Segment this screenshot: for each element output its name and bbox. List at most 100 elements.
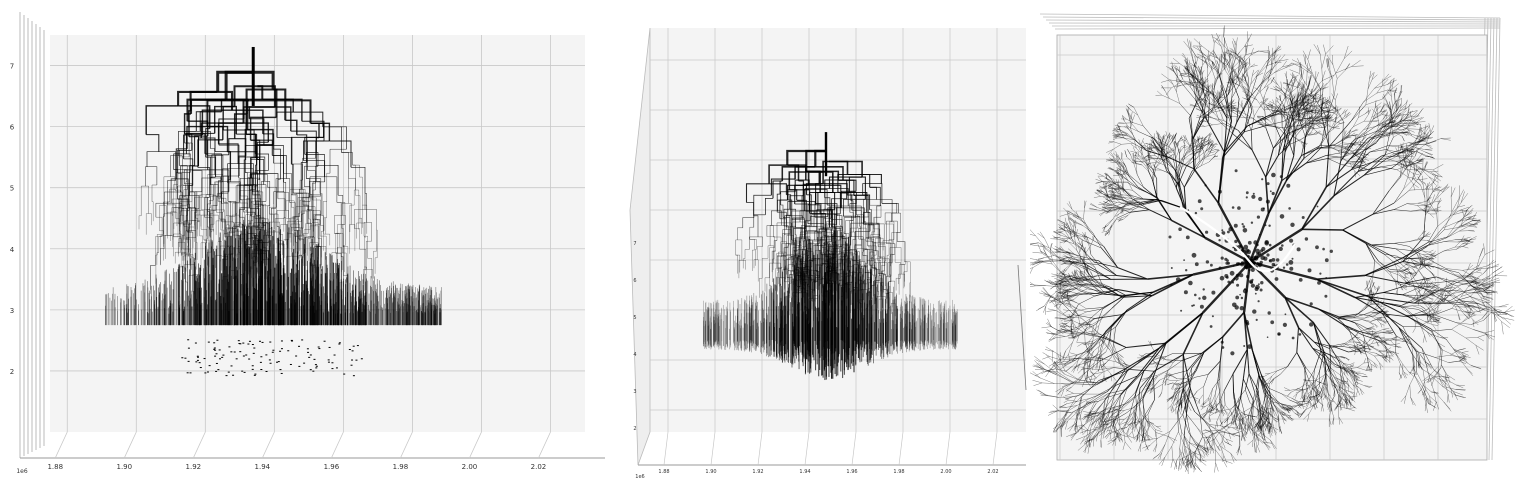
scatter-point (196, 355, 199, 357)
scatter-point (348, 349, 351, 351)
tree-branch (291, 207, 295, 231)
network-edge (1424, 182, 1429, 190)
tree-branch (207, 203, 211, 227)
network-edge (1476, 268, 1482, 273)
tree-branch (260, 206, 262, 230)
network-edge (1483, 265, 1491, 274)
tree-branch (814, 226, 824, 236)
tree-branch (881, 265, 885, 286)
tree-branch (782, 229, 787, 242)
network-edge (1492, 266, 1503, 274)
network-edge (1329, 408, 1332, 419)
scatter-point (338, 342, 341, 344)
network-edge (1473, 219, 1481, 225)
tree-branch (808, 260, 814, 273)
network-edge (1314, 370, 1320, 383)
network-edge (1421, 300, 1428, 303)
network-edge (1320, 350, 1335, 365)
tree-branch (160, 248, 165, 265)
tree-branch (222, 168, 239, 182)
network-edge (1431, 377, 1435, 386)
tree-branch (807, 277, 812, 287)
tree-branch (228, 216, 236, 231)
tree-branch (320, 193, 323, 216)
tree-branch (737, 227, 743, 240)
tree-branch (275, 178, 287, 209)
network-edge (1347, 408, 1355, 412)
tree-branch (815, 166, 844, 180)
tree-branch (793, 228, 806, 242)
tree-branch (239, 199, 251, 227)
network-edge (1430, 282, 1448, 293)
tree-branch (221, 191, 229, 222)
z-tick-label: 6 (633, 278, 636, 284)
tree-branch (364, 236, 368, 259)
scatter-point (303, 362, 306, 364)
tree-branch (239, 184, 254, 203)
network-edge (1425, 290, 1434, 295)
tree-branch (211, 154, 229, 178)
tree-branch (185, 230, 191, 253)
x-floor-line (400, 431, 413, 459)
tree-branch (217, 181, 231, 202)
pane-edge (1045, 19, 1501, 23)
tree-branch (198, 194, 202, 209)
network-edge (1350, 395, 1358, 398)
tree-branch (181, 253, 187, 272)
network-edge (1420, 305, 1425, 309)
network-edge (1470, 302, 1480, 305)
network-edge (1422, 369, 1435, 377)
network-edge (1449, 210, 1460, 217)
tree-branch (753, 214, 766, 228)
scatter-point (253, 374, 256, 376)
tree-branch (166, 201, 170, 214)
network-edge (1340, 390, 1346, 397)
network-edge (1422, 295, 1429, 298)
tree-branch (218, 201, 222, 230)
network-edge (1459, 210, 1470, 212)
network-edge (1427, 315, 1435, 322)
tree-branch (882, 240, 890, 263)
tree-branch (898, 273, 902, 285)
tree-branch (791, 255, 796, 271)
network-edge (1298, 402, 1303, 409)
network-edge (1481, 302, 1489, 311)
network-edge (1325, 372, 1335, 386)
tree-branch (145, 185, 149, 214)
tree-branch (313, 210, 314, 237)
network-edge (1426, 296, 1439, 310)
network-edge (1462, 316, 1471, 323)
tree-branch (240, 199, 243, 226)
network-edge (1319, 385, 1326, 396)
tree-branch (150, 265, 156, 294)
network-edge (1471, 212, 1477, 221)
tree-branch (305, 223, 308, 253)
scatter-point (323, 340, 326, 342)
network-edge (1401, 300, 1415, 306)
network-edge (1448, 225, 1462, 237)
network-edge (1451, 329, 1466, 339)
scatter-point (351, 350, 354, 352)
tree-branch (821, 214, 838, 237)
tree-branch (850, 227, 858, 250)
tree-branch (220, 229, 224, 250)
tree-branch (247, 177, 251, 208)
tree-branch (820, 263, 828, 284)
tree-branch (188, 252, 190, 265)
network-edge (1425, 288, 1432, 295)
scatter-point (242, 355, 245, 357)
tree-branch (786, 258, 796, 278)
network-edge (1440, 299, 1445, 304)
tree-branch (805, 248, 810, 268)
network-edge (1427, 236, 1449, 243)
tree-branch (769, 262, 774, 278)
scatter-point (309, 354, 312, 356)
network-edge (1441, 364, 1448, 375)
tree-branch (871, 254, 873, 268)
tree-branch (200, 242, 207, 271)
tree-branch (179, 165, 188, 190)
network-edge (1459, 359, 1467, 362)
network-edge (1402, 364, 1409, 372)
tree-branch (148, 213, 152, 226)
tree-branch (234, 105, 237, 135)
